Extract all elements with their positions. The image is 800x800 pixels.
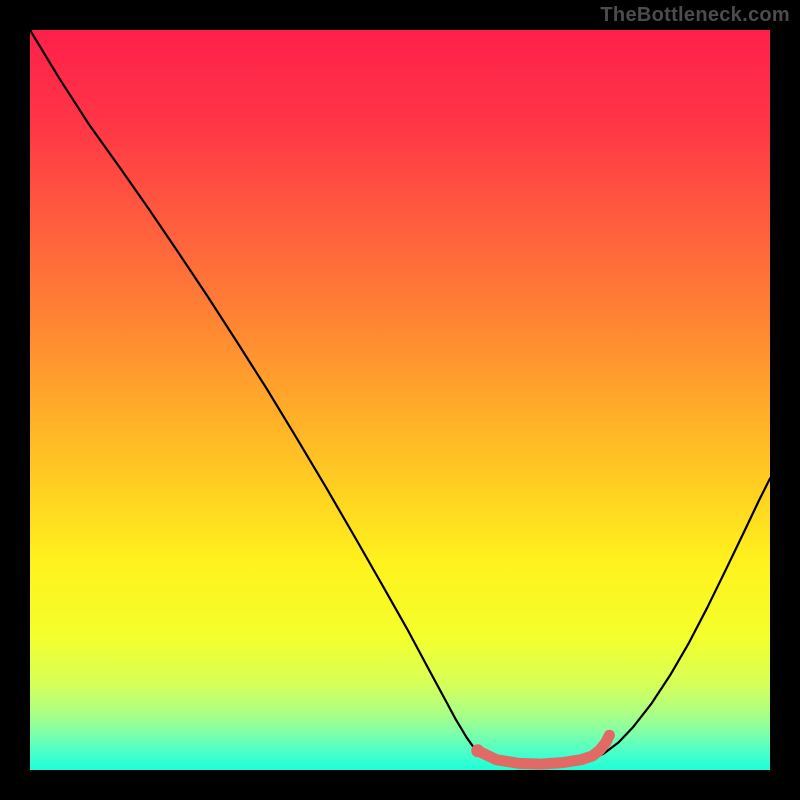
bottleneck-curve-chart <box>0 0 800 800</box>
plot-background <box>30 30 770 770</box>
chart-container: TheBottleneck.com <box>0 0 800 800</box>
attribution-label: TheBottleneck.com <box>600 4 790 27</box>
